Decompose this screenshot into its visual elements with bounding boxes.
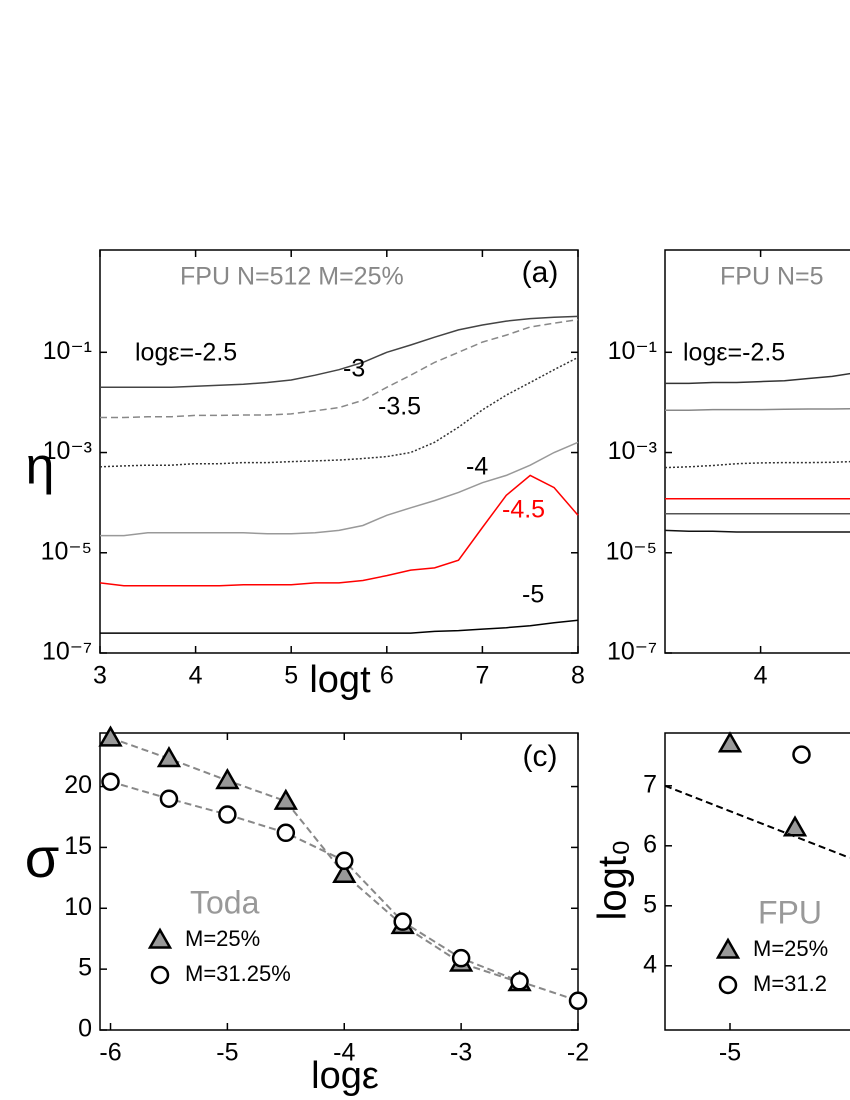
y-axis-label: σ [25,826,60,889]
y-tick-label: 10⁻⁷ [42,638,92,666]
x-tick-label: 3 [93,662,107,690]
legend-marker [150,965,170,985]
y-tick-label: 10⁻⁵ [41,537,92,565]
series-label: -3.5 [378,393,421,421]
data-point [792,745,811,764]
data-point [159,789,179,808]
data-point [156,746,182,768]
series-line [100,315,579,389]
y-tick-label: 10⁻⁵ [606,537,657,565]
x-axis-label: logε [311,1055,379,1097]
legend-label: M=31.2 [753,971,827,996]
y-axis-label: logt₀ [591,839,635,920]
y-tick-label: 20 [64,771,92,799]
plot-frame [99,249,579,654]
x-tick-label: -4 [333,1039,355,1067]
series-label: logε=-2.5 [135,339,237,367]
data-point [273,788,298,810]
legend-title: Toda [190,884,260,920]
series-label: -4.5 [502,496,545,524]
panel-title: FPU N=512 M=25% [180,263,404,291]
y-axis-label: η [26,438,55,496]
series-label: -3 [343,355,365,383]
data-point [568,991,588,1011]
plot-frame [664,732,850,1031]
x-tick-label: 4 [754,662,768,690]
data-point [215,767,240,790]
fit-line [664,784,850,859]
series-line [99,356,579,468]
y-tick-label: 5 [78,954,92,982]
x-tick-label: -3 [450,1039,472,1067]
y-tick-label: 0 [78,1015,92,1043]
legend-marker [147,927,173,949]
y-tick-label: 10 [64,893,92,921]
x-tick-label: -6 [99,1039,121,1067]
x-tick-label: 5 [284,662,298,690]
x-tick-label: 7 [475,662,489,690]
series-line [664,529,850,533]
series-line [99,474,579,587]
y-tick-label: 7 [643,770,657,798]
legend-label: M=25% [185,926,260,951]
data-point [101,772,120,791]
series-line [100,619,579,634]
data-point [332,861,357,883]
y-tick-label: 6 [643,830,657,858]
x-tick-label: 6 [380,662,394,690]
y-tick-label: 10⁻¹ [43,337,92,365]
panel-label: (c) [523,740,558,773]
fit-line [110,736,520,984]
x-tick-label: -5 [216,1039,238,1067]
series-label: -5 [522,581,544,609]
data-point [782,815,808,837]
y-tick-label: 10⁻³ [608,437,657,465]
series-label: logε=-2.5 [683,339,785,367]
data-point [717,731,743,753]
y-tick-label: 15 [64,832,92,860]
y-tick-label: 5 [643,890,657,918]
y-tick-label: 10⁻⁷ [607,638,657,666]
series-label: -4 [466,453,488,481]
series-line [664,460,850,469]
legend-title: FPU [758,894,822,930]
y-tick-label: 4 [643,950,657,978]
x-tick-label: -2 [567,1039,589,1067]
series-line [665,407,850,411]
fit-line [110,780,579,1002]
data-point [335,851,354,871]
data-point [218,805,237,824]
legend-label: M=25% [753,936,828,961]
data-point [276,823,296,843]
legend-label: M=31.25% [185,961,291,986]
data-point [98,725,123,747]
data-point [393,912,412,931]
panel-label: (a) [522,256,559,289]
x-tick-label: 4 [189,662,203,690]
x-axis-label: logt [309,659,371,701]
legend-marker [715,937,741,959]
series-line [665,372,850,385]
plot-frame [664,249,850,654]
series-line [100,441,579,537]
x-tick-label: -5 [719,1039,741,1067]
data-point [510,972,529,991]
plot-frame [99,732,579,1031]
y-tick-label: 10⁻¹ [608,337,657,365]
legend-marker [718,975,738,995]
y-tick-label: 10⁻³ [43,437,92,465]
x-tick-label: 8 [571,662,585,690]
panel-title: FPU N=5 [720,263,824,291]
series-line [100,318,579,419]
data-point [451,948,471,968]
